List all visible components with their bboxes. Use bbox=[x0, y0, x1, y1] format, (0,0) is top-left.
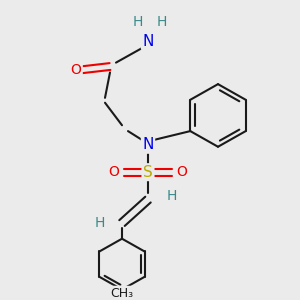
Text: H: H bbox=[133, 14, 143, 28]
Text: N: N bbox=[142, 34, 154, 49]
Text: N: N bbox=[142, 137, 154, 152]
Text: H: H bbox=[95, 216, 105, 230]
Text: CH₃: CH₃ bbox=[110, 287, 134, 300]
Text: S: S bbox=[143, 165, 153, 180]
Text: O: O bbox=[70, 63, 81, 77]
Text: H: H bbox=[167, 189, 177, 203]
Text: H: H bbox=[157, 14, 167, 28]
Text: O: O bbox=[177, 165, 188, 179]
Text: O: O bbox=[109, 165, 119, 179]
